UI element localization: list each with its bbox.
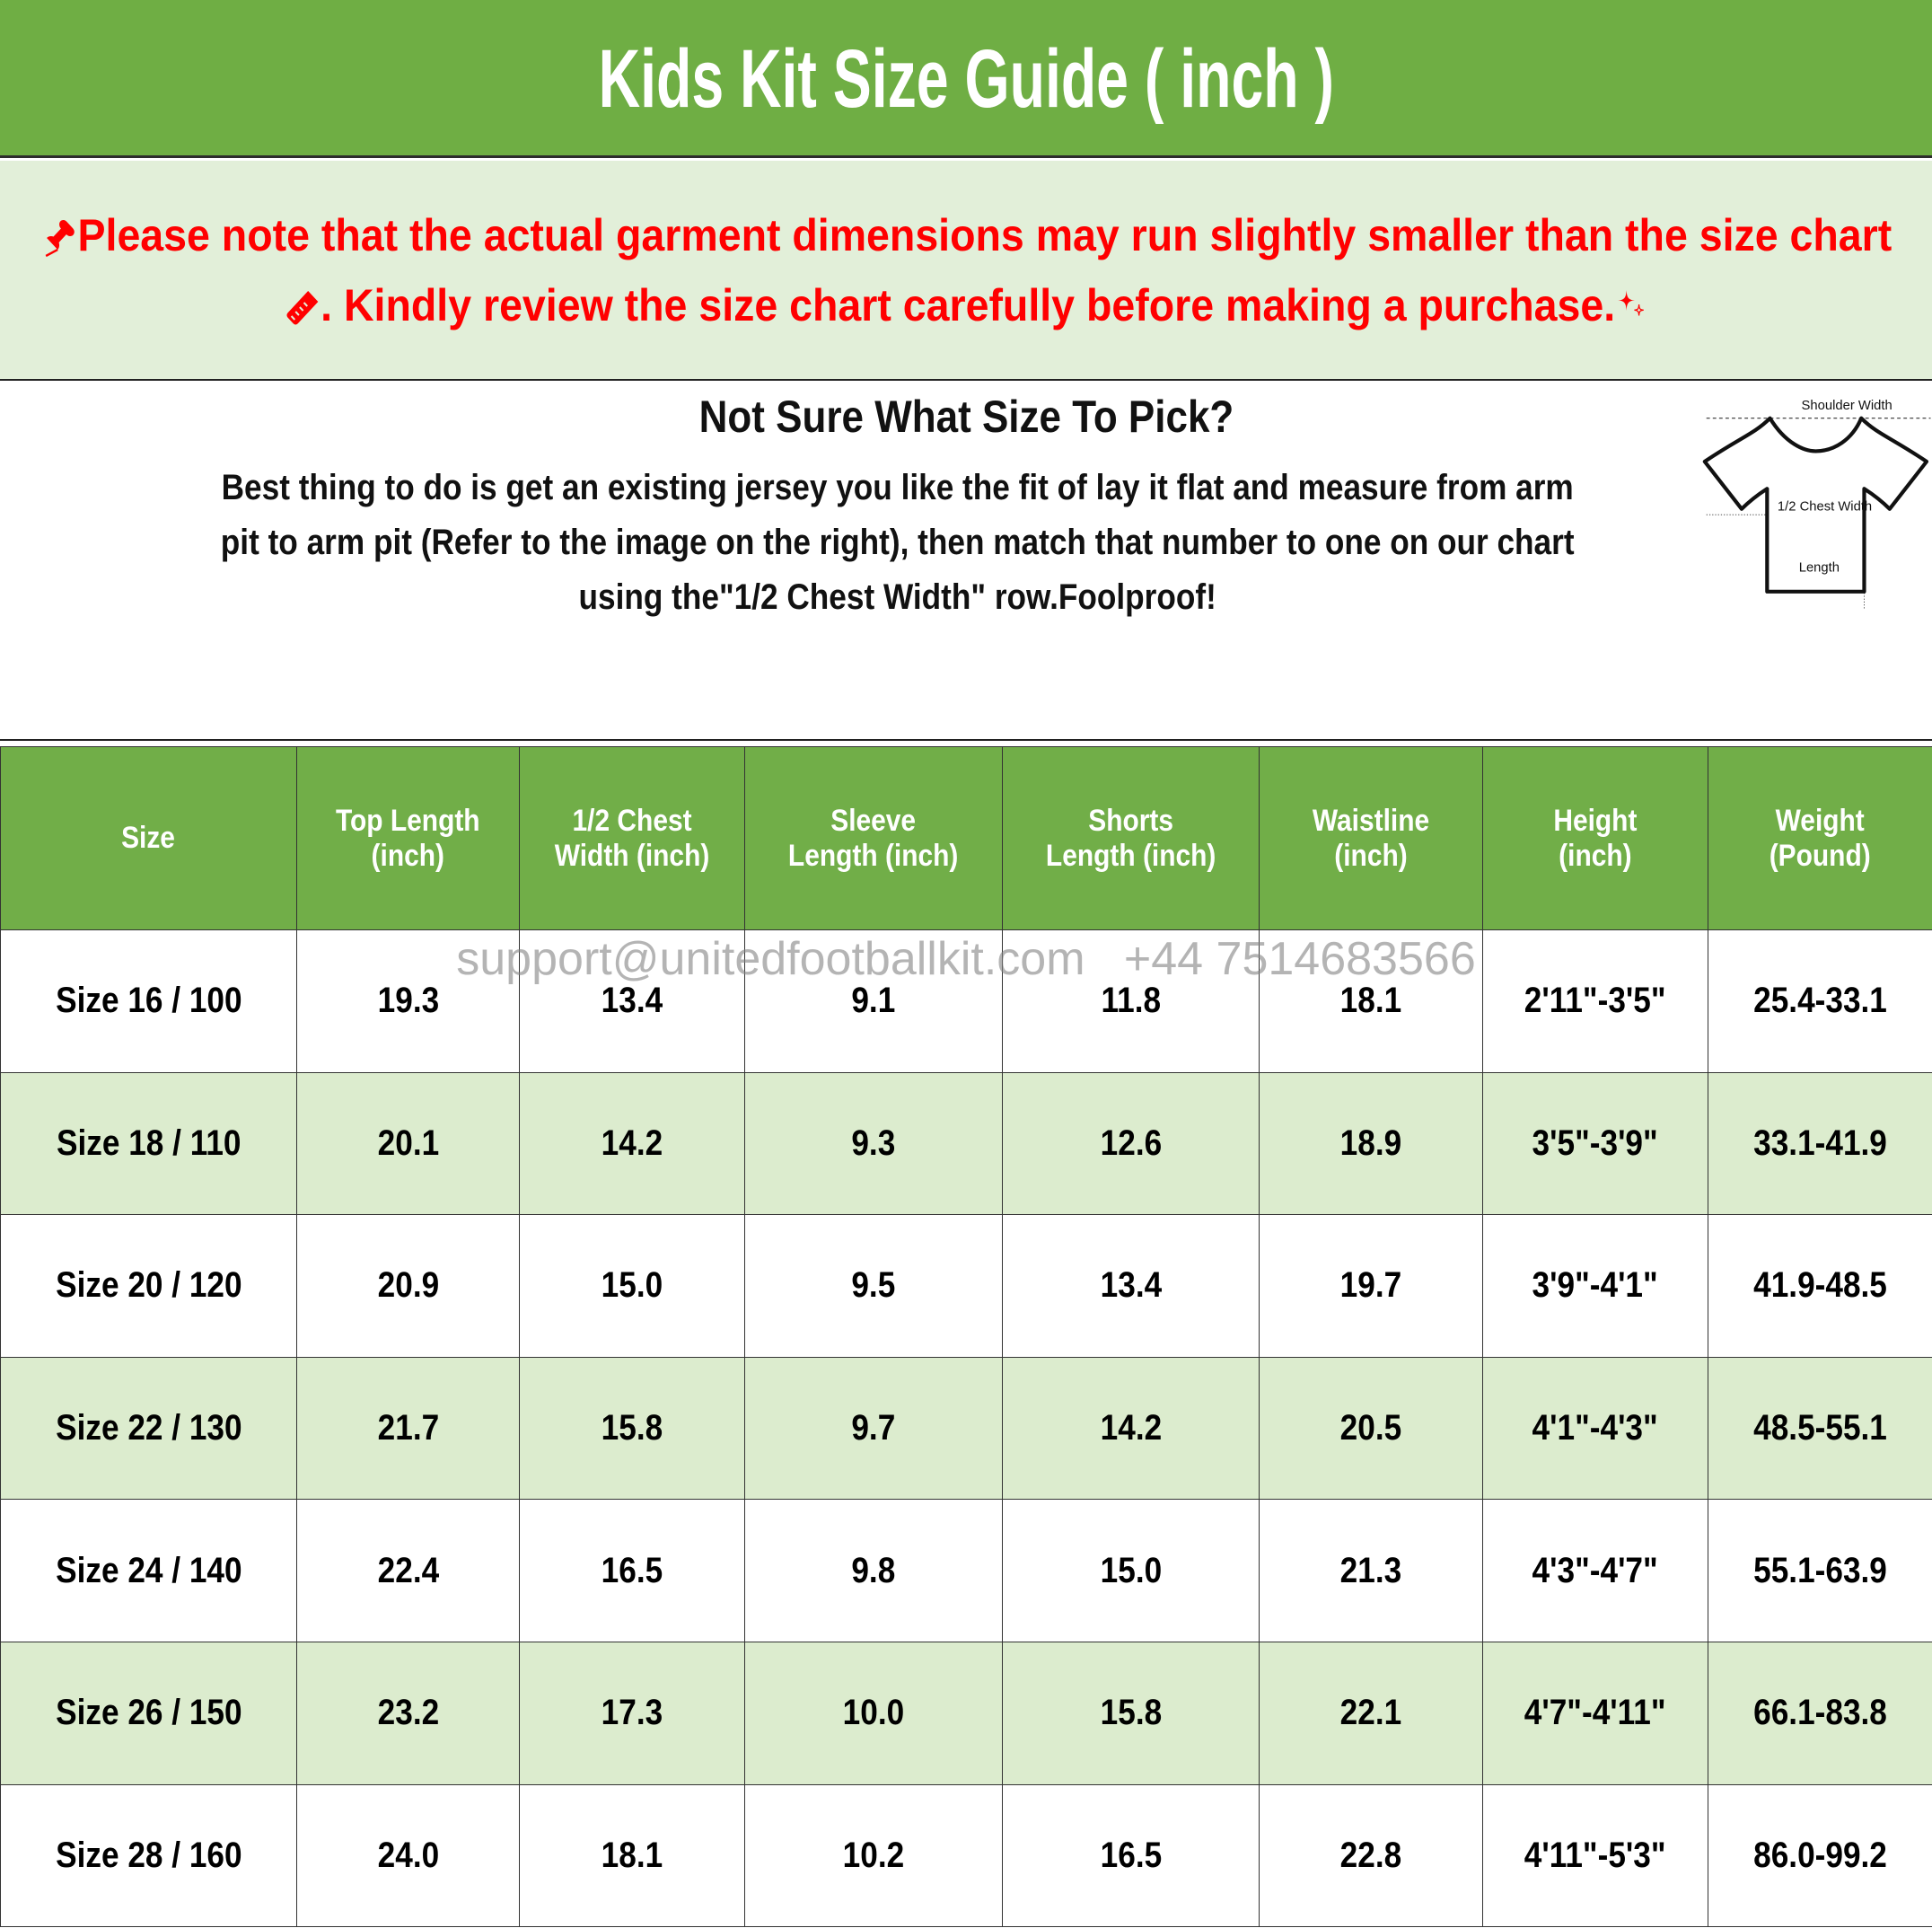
svg-text:Shoulder Width: Shoulder Width [1802, 399, 1892, 413]
svg-text:1/2 Chest Width: 1/2 Chest Width [1778, 500, 1872, 515]
svg-text:Length: Length [1799, 560, 1840, 575]
